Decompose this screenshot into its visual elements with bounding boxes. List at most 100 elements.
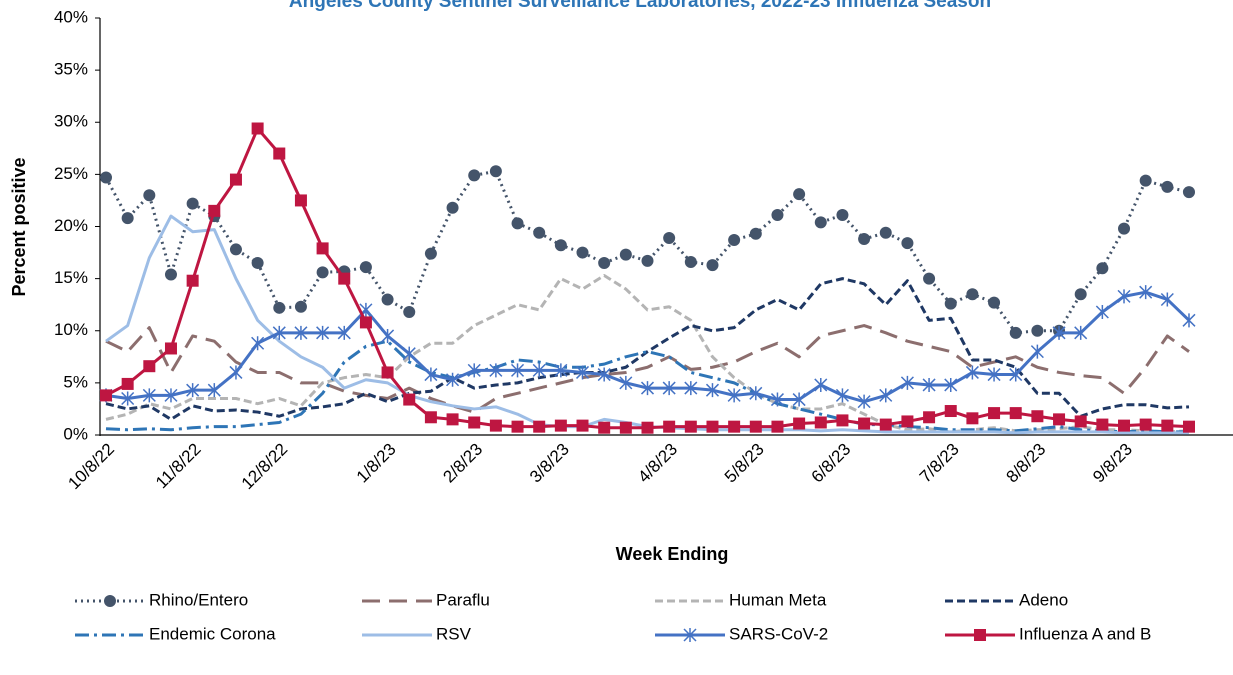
- point-marker: [186, 274, 199, 287]
- point-marker: [749, 386, 763, 401]
- legend-label: SARS-CoV-2: [729, 624, 828, 643]
- point-marker: [1139, 418, 1152, 431]
- point-marker: [1009, 407, 1022, 420]
- point-marker: [1031, 410, 1044, 423]
- point-marker: [770, 392, 784, 407]
- point-marker: [337, 325, 351, 340]
- point-marker: [1052, 325, 1066, 340]
- point-marker: [381, 293, 394, 306]
- point-marker: [749, 420, 762, 433]
- x-tick-label: 7/8/23: [916, 440, 963, 487]
- y-tick-label: 15%: [54, 268, 88, 287]
- point-marker: [338, 272, 351, 285]
- point-marker: [640, 381, 655, 396]
- point-marker: [511, 420, 524, 433]
- y-tick-label: 40%: [54, 7, 88, 26]
- legend-marker: [104, 595, 116, 607]
- point-marker: [164, 268, 177, 281]
- point-marker: [511, 217, 524, 230]
- point-marker: [944, 297, 957, 310]
- point-marker: [857, 394, 871, 409]
- point-marker: [966, 288, 979, 301]
- point-marker: [987, 367, 1001, 382]
- point-marker: [554, 419, 567, 432]
- y-tick-label: 10%: [54, 320, 88, 339]
- point-marker: [533, 226, 546, 239]
- point-marker: [900, 375, 914, 390]
- point-marker: [403, 305, 416, 318]
- point-marker: [1139, 285, 1153, 300]
- point-marker: [554, 363, 568, 378]
- point-marker: [901, 415, 914, 428]
- point-marker: [424, 367, 438, 382]
- point-marker: [251, 336, 265, 351]
- point-marker: [1117, 289, 1131, 304]
- point-marker: [1074, 288, 1087, 301]
- point-marker: [273, 147, 286, 160]
- point-marker: [143, 189, 156, 202]
- point-marker: [229, 243, 242, 256]
- point-marker: [1161, 180, 1174, 193]
- point-marker: [294, 325, 308, 340]
- point-marker: [597, 367, 611, 382]
- x-axis-title: Week Ending: [616, 544, 729, 564]
- point-marker: [684, 381, 698, 396]
- point-marker: [489, 363, 503, 378]
- point-marker: [100, 171, 112, 184]
- point-marker: [1182, 313, 1196, 328]
- point-marker: [294, 194, 307, 207]
- point-marker: [836, 209, 849, 222]
- x-tick-label: 2/8/23: [439, 440, 486, 487]
- point-marker: [727, 388, 741, 403]
- point-marker: [1074, 325, 1088, 340]
- point-marker: [100, 389, 112, 402]
- point-marker: [1096, 418, 1109, 431]
- point-marker: [792, 392, 806, 407]
- point-marker: [1095, 304, 1109, 319]
- y-tick-label: 35%: [54, 60, 88, 79]
- y-tick-label: 0%: [63, 424, 88, 443]
- point-marker: [229, 365, 243, 380]
- point-marker: [835, 388, 849, 403]
- legend-marker: [683, 628, 697, 642]
- point-marker: [186, 197, 199, 210]
- x-tick-label: 6/8/23: [808, 440, 855, 487]
- point-marker: [1118, 222, 1131, 235]
- point-marker: [533, 420, 546, 433]
- point-marker: [316, 242, 329, 255]
- y-axis-title: Percent positive: [9, 157, 29, 296]
- point-marker: [402, 346, 416, 361]
- chart-title: Angeles County Sentinel Surveillance Lab…: [289, 0, 991, 12]
- point-marker: [164, 388, 178, 403]
- point-marker: [121, 212, 134, 225]
- point-marker: [424, 247, 437, 260]
- point-marker: [879, 388, 893, 403]
- point-marker: [121, 377, 134, 390]
- point-marker: [468, 416, 481, 429]
- point-marker: [424, 411, 437, 424]
- point-marker: [728, 420, 741, 433]
- point-marker: [619, 248, 632, 261]
- point-marker: [143, 360, 156, 373]
- point-marker: [944, 377, 958, 392]
- point-marker: [944, 405, 957, 418]
- point-marker: [1009, 367, 1023, 382]
- point-marker: [446, 413, 459, 426]
- x-tick-label: 12/8/22: [238, 440, 292, 494]
- x-tick-label: 9/8/23: [1089, 440, 1136, 487]
- y-tick-label: 25%: [54, 164, 88, 183]
- point-marker: [966, 412, 979, 425]
- series-line: [104, 169, 1190, 335]
- point-marker: [251, 122, 264, 135]
- point-marker: [316, 325, 330, 340]
- point-marker: [619, 375, 633, 390]
- point-marker: [1074, 415, 1087, 428]
- legend-label: Influenza A and B: [1019, 624, 1151, 643]
- x-tick-label: 1/8/23: [353, 440, 400, 487]
- point-marker: [858, 233, 871, 246]
- point-marker: [749, 227, 762, 240]
- point-marker: [793, 188, 806, 201]
- point-marker: [706, 420, 719, 433]
- series-line: [105, 339, 1189, 434]
